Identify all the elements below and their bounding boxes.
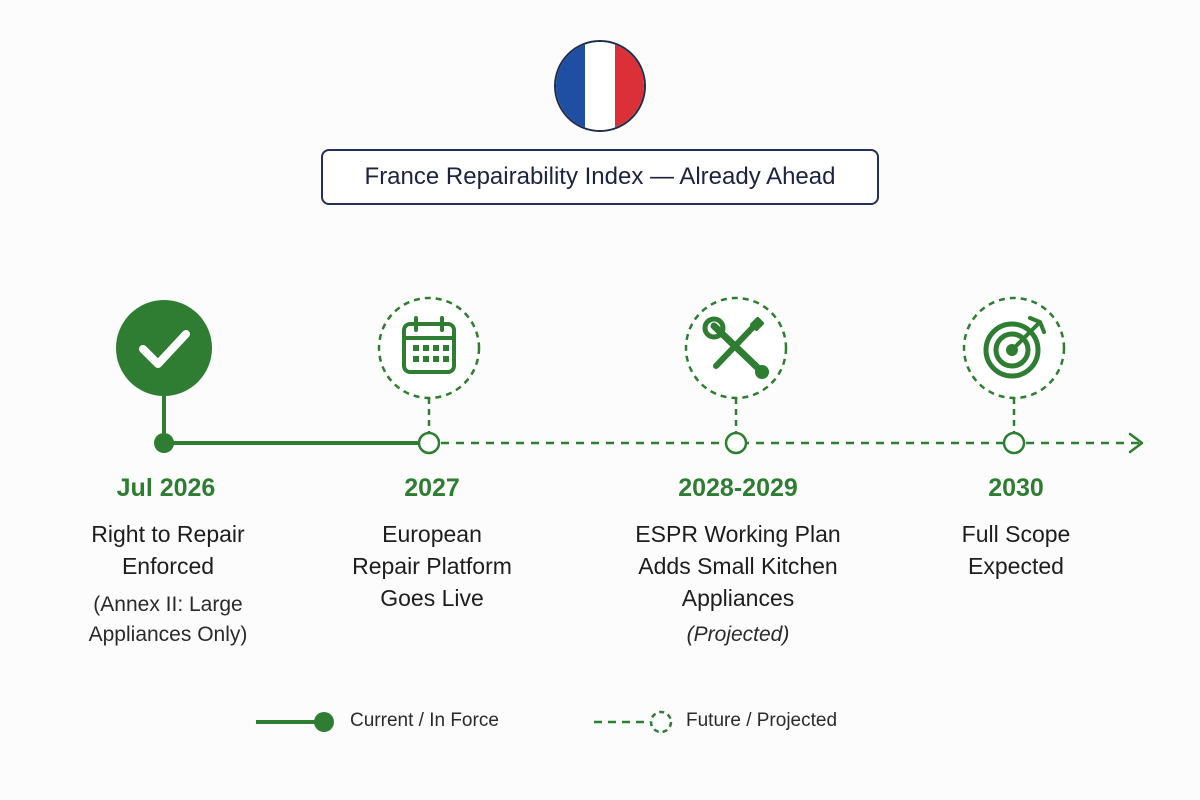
france-flag-icon (554, 40, 646, 132)
legend-future-label: Future / Projected (686, 710, 838, 731)
legend-current-swatch (256, 712, 334, 732)
legend-current-label: Current / In Force (350, 710, 499, 731)
milestone-badge-current (116, 300, 212, 396)
calendar-icon (402, 316, 456, 374)
milestone-year: 2028-2029 (678, 474, 798, 502)
milestone-description: Full Scope Expected (886, 518, 1146, 582)
milestone-line: ESPR Working Plan (635, 521, 841, 547)
milestone-description: ESPR Working Plan Adds Small Kitchen App… (608, 518, 868, 614)
page-title: France Repairability Index — Already Ahe… (364, 163, 836, 190)
milestone-marker-jul-2026 (116, 300, 212, 453)
milestone-year: Jul 2026 (116, 474, 216, 502)
milestone-note: (Annex II: Large Appliances Only) (38, 590, 298, 650)
milestone-marker-2030 (962, 296, 1066, 455)
flag-stripe-white (585, 42, 615, 130)
milestone-note-line: Appliances Only) (88, 623, 248, 646)
milestone-marker-2027 (377, 296, 481, 455)
milestone-note: (Projected) (608, 620, 868, 650)
milestone-description: European Repair Platform Goes Live (302, 518, 562, 614)
milestone-line: Appliances (681, 585, 795, 611)
legend-future-swatch (594, 710, 673, 734)
flag-stripe-red (614, 42, 644, 130)
milestone-line: Enforced (121, 553, 215, 579)
check-icon (139, 330, 190, 368)
timeline-arrow-icon (1128, 432, 1144, 454)
milestone-line: Expected (968, 553, 1064, 579)
milestone-marker-2028-2029 (684, 296, 788, 455)
milestone-dot-current (154, 433, 174, 453)
target-icon (983, 316, 1046, 379)
milestone-description: Right to Repair Enforced (38, 518, 298, 582)
milestone-note-line: (Annex II: Large (93, 593, 243, 616)
wrench-screwdriver-icon (702, 316, 769, 379)
milestone-note-line: (Projected) (686, 623, 790, 646)
flag-stripe-blue (556, 42, 586, 130)
milestone-year: 2030 (988, 474, 1044, 502)
title-box: France Repairability Index — Already Ahe… (321, 149, 879, 205)
milestone-line: Adds Small Kitchen (638, 553, 838, 579)
milestone-line: Full Scope (961, 521, 1071, 547)
milestone-line: Right to Repair (91, 521, 245, 547)
milestone-year: 2027 (404, 474, 460, 502)
milestone-line: Goes Live (380, 585, 484, 611)
milestone-line: European (382, 521, 482, 547)
milestone-line: Repair Platform (352, 553, 512, 579)
